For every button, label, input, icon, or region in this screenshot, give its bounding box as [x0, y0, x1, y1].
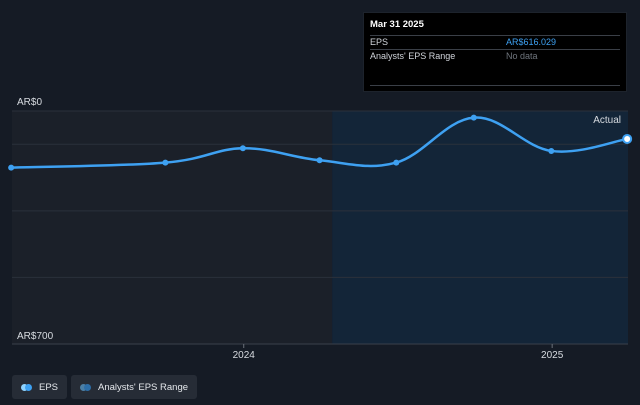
y-tick-label: AR$0: [17, 97, 42, 108]
eps-data-point[interactable]: [548, 147, 555, 154]
legend-eps-label: EPS: [39, 381, 59, 393]
axis-ticks: AR$700 AR$0 2024 2025: [17, 97, 564, 361]
tooltip-range-label: Analysts' EPS Range: [370, 51, 456, 61]
tooltip-row-eps: EPS AR$616.029: [370, 35, 620, 49]
legend-item-analysts-eps-range[interactable]: Analysts' EPS Range: [71, 375, 198, 399]
past-region: [12, 111, 333, 344]
eps-data-point[interactable]: [8, 164, 15, 171]
tooltip-range-value: No data: [506, 51, 538, 61]
eps-data-point[interactable]: [316, 157, 323, 164]
analysts-range-legend-icon: [80, 383, 92, 391]
tooltip-date: Mar 31 2025: [370, 19, 424, 30]
x-tick-label: 2024: [233, 350, 256, 361]
eps-data-point[interactable]: [162, 159, 169, 166]
legend-analysts-range-label: Analysts' EPS Range: [98, 381, 189, 393]
x-tick-label: 2025: [541, 350, 564, 361]
tooltip: Mar 31 2025 EPS AR$616.029 Analysts' EPS…: [363, 12, 627, 92]
tooltip-row-range: Analysts' EPS Range No data: [370, 49, 620, 63]
eps-data-point[interactable]: [470, 114, 477, 121]
tooltip-eps-value: AR$616.029: [506, 37, 557, 47]
forecast-region: [332, 111, 628, 344]
legend: EPS Analysts' EPS Range: [12, 375, 198, 399]
tooltip-eps-label: EPS: [370, 37, 389, 47]
legend-item-eps[interactable]: EPS: [12, 375, 68, 399]
eps-data-point[interactable]: [622, 133, 633, 144]
eps-series-points: [8, 114, 633, 171]
eps-data-point[interactable]: [393, 159, 400, 166]
y-tick-label: AR$700: [17, 331, 54, 342]
eps-data-point[interactable]: [239, 145, 246, 152]
actual-annotation: Actual: [593, 115, 621, 126]
tooltip-divider: [370, 85, 620, 86]
eps-legend-icon: [21, 383, 33, 391]
grid-lines: [12, 110, 628, 345]
